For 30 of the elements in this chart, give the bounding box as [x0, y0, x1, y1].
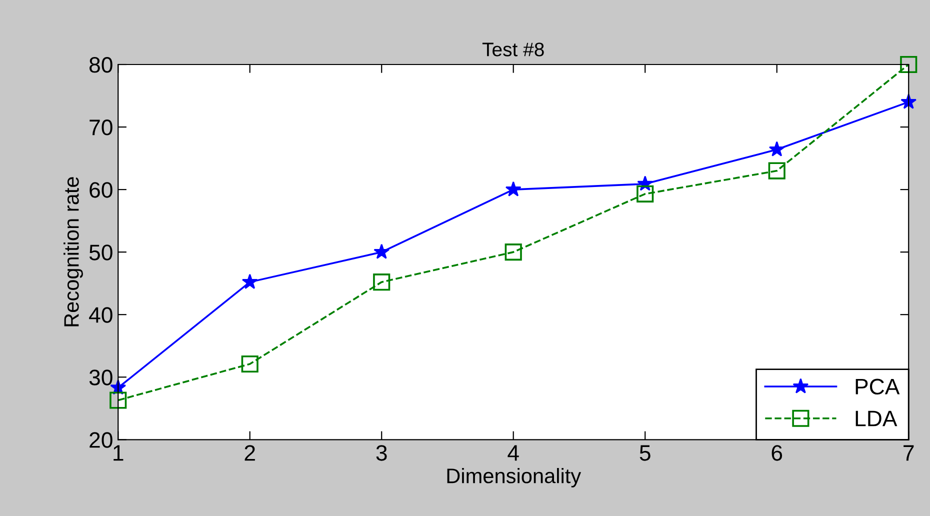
point [768, 162, 786, 180]
y-tick-label: 50 [89, 244, 112, 260]
point [242, 274, 258, 289]
x-tick-label: 1 [114, 445, 124, 461]
y-tick-label: 30 [89, 370, 112, 386]
y-tick-label: 20 [90, 432, 112, 448]
legend-label: LDA [856, 410, 898, 426]
x-tick-label: 3 [376, 445, 387, 461]
point [636, 185, 654, 202]
point [505, 181, 522, 196]
y-tick-label: 60 [90, 182, 112, 198]
chart-title: Test #8 [482, 42, 544, 56]
point [900, 56, 918, 74]
y-axis-title: Recognition rate [64, 177, 83, 326]
x-axis-title: Dimensionality [447, 468, 582, 488]
y-tick-label: 80 [90, 57, 112, 73]
x-tick-label: 5 [640, 445, 650, 461]
y-tick-label: 40 [89, 307, 112, 323]
point [768, 141, 785, 156]
legend-label: PCA [856, 378, 900, 395]
point [241, 355, 258, 373]
x-tick-label: 2 [244, 445, 255, 461]
x-tick-label: 7 [904, 445, 914, 461]
x-tick-label: 4 [508, 445, 519, 461]
point [373, 274, 390, 291]
y-tick-label: 70 [90, 120, 112, 136]
x-tick-label: 6 [772, 445, 782, 461]
point [374, 244, 390, 259]
point [110, 392, 127, 409]
point [504, 244, 522, 261]
